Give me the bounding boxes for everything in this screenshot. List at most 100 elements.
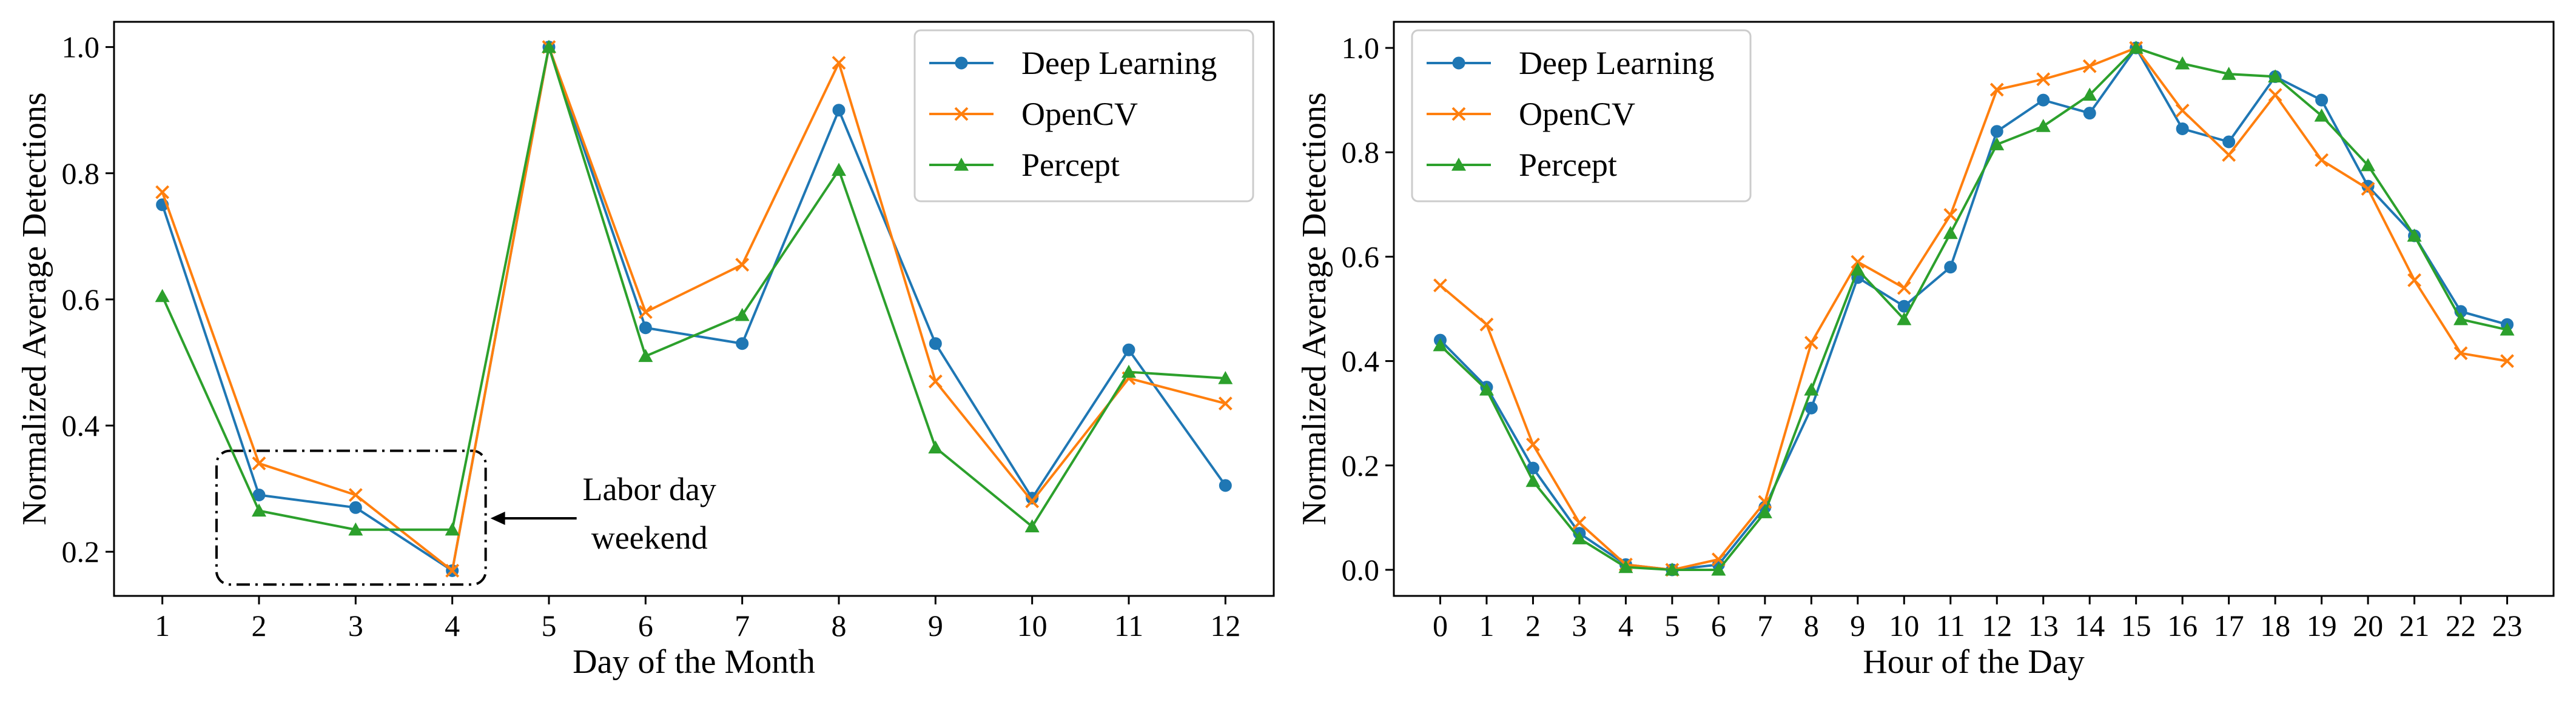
x-tick-label: 12 [1210,609,1240,643]
data-point-opencv [2453,346,2468,361]
data-point-opencv [1851,255,1865,269]
x-tick-label: 10 [1017,609,1048,643]
plot-frame [113,21,1275,597]
x-tick-label: 3 [1572,609,1587,643]
data-point-opencv [2268,88,2282,102]
x-tick-label: 16 [2167,609,2198,643]
data-point-opencv [1526,437,1540,452]
x-tick-label: 6 [1711,609,1726,643]
y-axis-label: Normalized Average Detections [16,92,53,525]
x-tick-label: 11 [1114,609,1143,643]
data-point-percept [1850,262,1865,276]
data-point-deep-learning [1990,125,2003,138]
data-point-opencv [445,563,460,578]
data-point-percept [928,440,943,454]
legend-marker-opencv [954,107,969,121]
data-point-percept [2221,67,2236,80]
y-tick-label: 0.2 [62,535,100,569]
y-tick-label: 0.0 [1342,553,1380,587]
data-point-percept [2082,87,2097,101]
series-opencv [155,40,1233,578]
y-tick-label: 0.6 [62,282,100,316]
x-tick-label: 21 [2399,609,2430,643]
x-tick-label: 8 [832,609,847,643]
x-tick-label: 10 [1889,609,1919,643]
x-tick-label: 18 [2260,609,2290,643]
data-point-percept [1804,382,1819,396]
y-tick-label: 1.0 [1342,31,1380,65]
series-group [1433,41,2515,577]
x-tick-label: 15 [2121,609,2151,643]
data-point-opencv [2315,153,2329,167]
data-point-opencv [638,305,653,319]
data-point-percept [1572,531,1587,544]
data-point-percept [1218,370,1233,384]
data-point-percept [1711,562,1726,576]
x-tick-label: 17 [2214,609,2244,643]
data-point-percept [1618,560,1633,573]
data-point-deep-learning [2037,93,2050,107]
data-point-percept [1897,312,1912,326]
data-point-percept [2361,158,2376,172]
data-point-percept [638,349,653,363]
legend-marker-deep-learning [1452,56,1465,70]
data-point-opencv [1479,317,1494,332]
x-tick-label: 5 [1664,609,1680,643]
data-point-deep-learning [1122,343,1135,356]
x-tick-label: 14 [2074,609,2105,643]
legend: Deep Learning OpenCV Percept [1411,29,1752,202]
x-axis: 0 1 2 3 4 5 6 7 8 9 10 11 12 13 14 15 16 17 18 19 20 21 22 23 [1433,596,2523,643]
chart-day-of-month: 0.20.40.60.81.0 1 2 3 4 5 6 7 8 9 10 11 12 Labor da… [16,21,1275,681]
data-point-percept [445,522,460,536]
labor-day-annotation: Labor day weekend [215,449,716,586]
series-line-percept [1439,47,2507,571]
legend-label-percept: Percept [1519,147,1617,183]
series-group [155,39,1233,578]
data-point-percept [1122,364,1136,378]
x-tick-label: 19 [2307,609,2337,643]
data-point-opencv [1572,516,1587,530]
y-tick-label: 0.2 [1342,449,1380,483]
data-point-opencv [1025,494,1040,509]
data-point-percept [832,162,846,176]
data-point-deep-learning [1219,479,1232,492]
legend-box [1411,29,1752,202]
data-point-opencv [1989,82,2004,97]
data-point-opencv [2361,182,2375,196]
data-point-opencv [1943,208,1958,222]
series-line-opencv [1439,47,2507,571]
data-point-opencv [832,56,846,70]
data-point-opencv [2036,72,2051,87]
legend-label-deep-learning: Deep Learning [1021,45,1217,81]
data-point-deep-learning [2222,135,2236,149]
series-line-opencv [161,45,1226,572]
data-point-percept [542,39,556,53]
data-point-deep-learning [1026,492,1039,505]
x-tick-label: 22 [2446,609,2476,643]
data-point-percept [2407,228,2422,242]
data-point-percept [1479,382,1494,396]
data-point-percept [2036,119,2051,132]
x-axis-label: Day of the Month [573,643,815,681]
y-tick-label: 0.6 [1342,239,1380,273]
plot-frame [1393,21,2555,597]
data-point-percept [735,307,750,321]
annotation-text-line1: Labor day [582,471,716,507]
data-point-opencv [1897,281,1911,295]
x-tick-label: 2 [1525,609,1541,643]
series-line-percept [161,45,1226,531]
y-tick-label: 0.8 [62,156,100,190]
data-point-percept [348,522,363,536]
legend-marker-percept [1451,158,1466,171]
data-point-opencv [1218,396,1233,411]
data-point-percept [2453,312,2469,326]
data-point-percept [2175,56,2190,70]
x-tick-label: 9 [928,609,943,643]
x-tick-label: 4 [1618,609,1633,643]
x-tick-label: 11 [1936,609,1965,643]
legend-box [913,29,1254,202]
series-line-deep-learning [1439,47,2508,571]
data-point-percept [252,503,266,517]
annotation-arrow-head [490,511,505,525]
